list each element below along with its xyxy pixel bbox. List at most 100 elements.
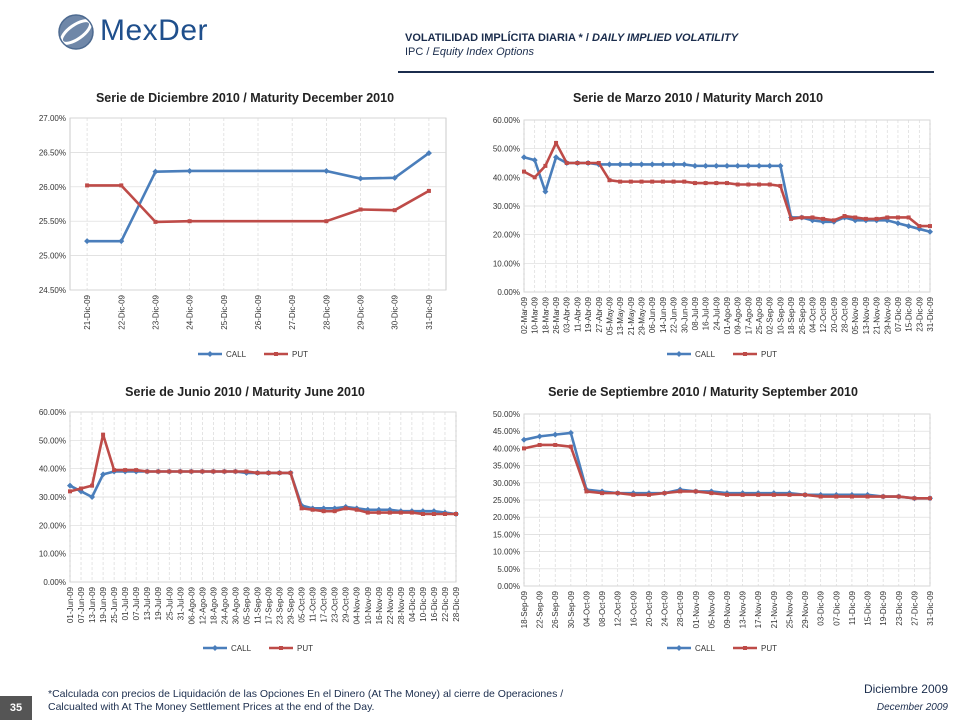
x-tick-label: 28-Nov-09 [397, 586, 406, 624]
legend-marker-call [676, 645, 682, 651]
data-point-call [536, 433, 543, 440]
data-point-call [100, 471, 107, 478]
page-subtitle: IPC / Equity Index Options [405, 46, 738, 58]
data-point-put [646, 492, 651, 497]
data-point-put [831, 218, 836, 223]
data-point-call [659, 161, 666, 168]
data-point-put [255, 470, 260, 475]
x-tick-label: 20-Oct-09 [830, 296, 839, 332]
x-tick-label: 13-Jul-09 [143, 586, 152, 620]
data-point-put [343, 506, 348, 511]
data-point-put [112, 468, 117, 473]
legend-marker-call [212, 645, 218, 651]
x-tick-label: 15-Dic-09 [864, 590, 873, 625]
y-tick-label: 40.00% [493, 173, 520, 182]
data-point-call [357, 175, 364, 182]
x-tick-label: 19-Jul-09 [154, 586, 163, 620]
x-tick-label: 18-Ago-09 [209, 586, 218, 624]
data-point-put [187, 219, 192, 224]
y-tick-label: 10.00% [493, 259, 520, 268]
chart-september-2010-svg: Serie de Septiembre 2010 / Maturity Sept… [493, 385, 935, 653]
footnote: *Calculada con precios de Liquidación de… [48, 688, 563, 714]
data-point-put [692, 181, 697, 186]
x-tick-label: 18-Sep-09 [520, 590, 529, 628]
subtitle-es: IPC [405, 46, 424, 58]
data-point-put [600, 491, 605, 496]
data-point-put [564, 161, 569, 165]
x-tick-label: 28-Oct-09 [841, 296, 850, 332]
y-tick-label: 40.00% [39, 465, 66, 474]
data-point-put [618, 179, 623, 184]
data-point-put [354, 507, 359, 512]
x-tick-label: 30-Sep-09 [567, 590, 576, 628]
data-point-put [288, 470, 293, 475]
data-point-put [575, 161, 580, 165]
page-number: 35 [0, 696, 32, 720]
x-tick-label: 02-Mar-09 [520, 296, 529, 333]
data-point-put [266, 470, 271, 475]
mexder-logo: MexDer [34, 10, 208, 56]
data-point-put [671, 179, 676, 184]
data-point-put [639, 179, 644, 184]
x-tick-label: 22-Sep-09 [536, 590, 545, 628]
footnote-line-2: Calcualted with At The Money Settlement … [48, 701, 375, 713]
legend-label-call: CALL [695, 644, 716, 653]
data-point-put [522, 446, 526, 451]
x-tick-label: 21-Dic-09 [83, 294, 92, 329]
data-point-put [799, 215, 804, 220]
data-point-put [321, 509, 326, 514]
data-point-call [186, 167, 193, 174]
x-tick-label: 04-Oct-09 [582, 590, 591, 626]
y-tick-label: 5.00% [497, 565, 520, 574]
x-tick-label: 04-Dic-09 [408, 586, 417, 621]
x-tick-label: 01-Nov-09 [692, 590, 701, 628]
y-tick-label: 35.00% [493, 462, 520, 471]
data-point-call [606, 161, 613, 168]
data-point-put [628, 179, 633, 184]
data-point-put [709, 491, 714, 496]
x-tick-label: 01-Ago-09 [723, 296, 732, 334]
x-tick-label: 29-Dic-09 [357, 294, 366, 329]
x-tick-label: 31-Dic-09 [926, 590, 935, 625]
data-point-put [85, 183, 90, 188]
data-point-put [119, 183, 124, 188]
y-tick-label: 24.50% [39, 286, 66, 295]
data-point-put [101, 432, 106, 437]
data-point-call [713, 162, 720, 169]
data-point-put [896, 494, 901, 499]
legend-label-call: CALL [226, 350, 247, 359]
x-tick-label: 31-Dic-09 [926, 296, 935, 331]
y-tick-label: 30.00% [493, 479, 520, 488]
legend-label-call: CALL [231, 644, 252, 653]
x-tick-label: 03-Dic-09 [817, 590, 826, 625]
x-tick-label: 27-Dic-09 [910, 590, 919, 625]
legend-marker-call [676, 351, 682, 357]
y-tick-label: 26.00% [39, 183, 66, 192]
data-point-put [735, 182, 740, 187]
data-point-put [767, 182, 772, 187]
x-tick-label: 01-Jun-09 [66, 586, 75, 623]
x-tick-label: 27-Abr-09 [595, 296, 604, 332]
data-point-put [865, 494, 870, 499]
y-tick-label: 25.50% [39, 217, 66, 226]
data-point-call [670, 161, 677, 168]
x-tick-label: 10-Mar-09 [531, 296, 540, 333]
data-point-put [365, 510, 370, 515]
data-point-put [586, 161, 591, 165]
title-en: DAILY IMPLIED VOLATILITY [592, 32, 739, 44]
data-point-call [419, 508, 426, 515]
x-tick-label: 05-Oct-09 [298, 586, 307, 622]
x-tick-label: 26-Sep-09 [551, 590, 560, 628]
chart-june-2010-svg: Serie de Junio 2010 / Maturity June 2010… [39, 385, 461, 653]
x-tick-label: 25-Nov-09 [785, 590, 794, 628]
data-point-put [607, 178, 612, 183]
legend-label-put: PUT [297, 644, 313, 653]
x-tick-label: 17-Sep-09 [265, 586, 274, 624]
footer-date-es: Diciembre 2009 [863, 682, 948, 696]
data-point-put [615, 491, 620, 496]
x-tick-label: 06-Ago-09 [187, 586, 196, 624]
data-point-call [927, 228, 933, 235]
data-point-call [894, 220, 901, 227]
data-point-call [531, 157, 538, 164]
y-tick-label: 27.00% [39, 114, 66, 123]
